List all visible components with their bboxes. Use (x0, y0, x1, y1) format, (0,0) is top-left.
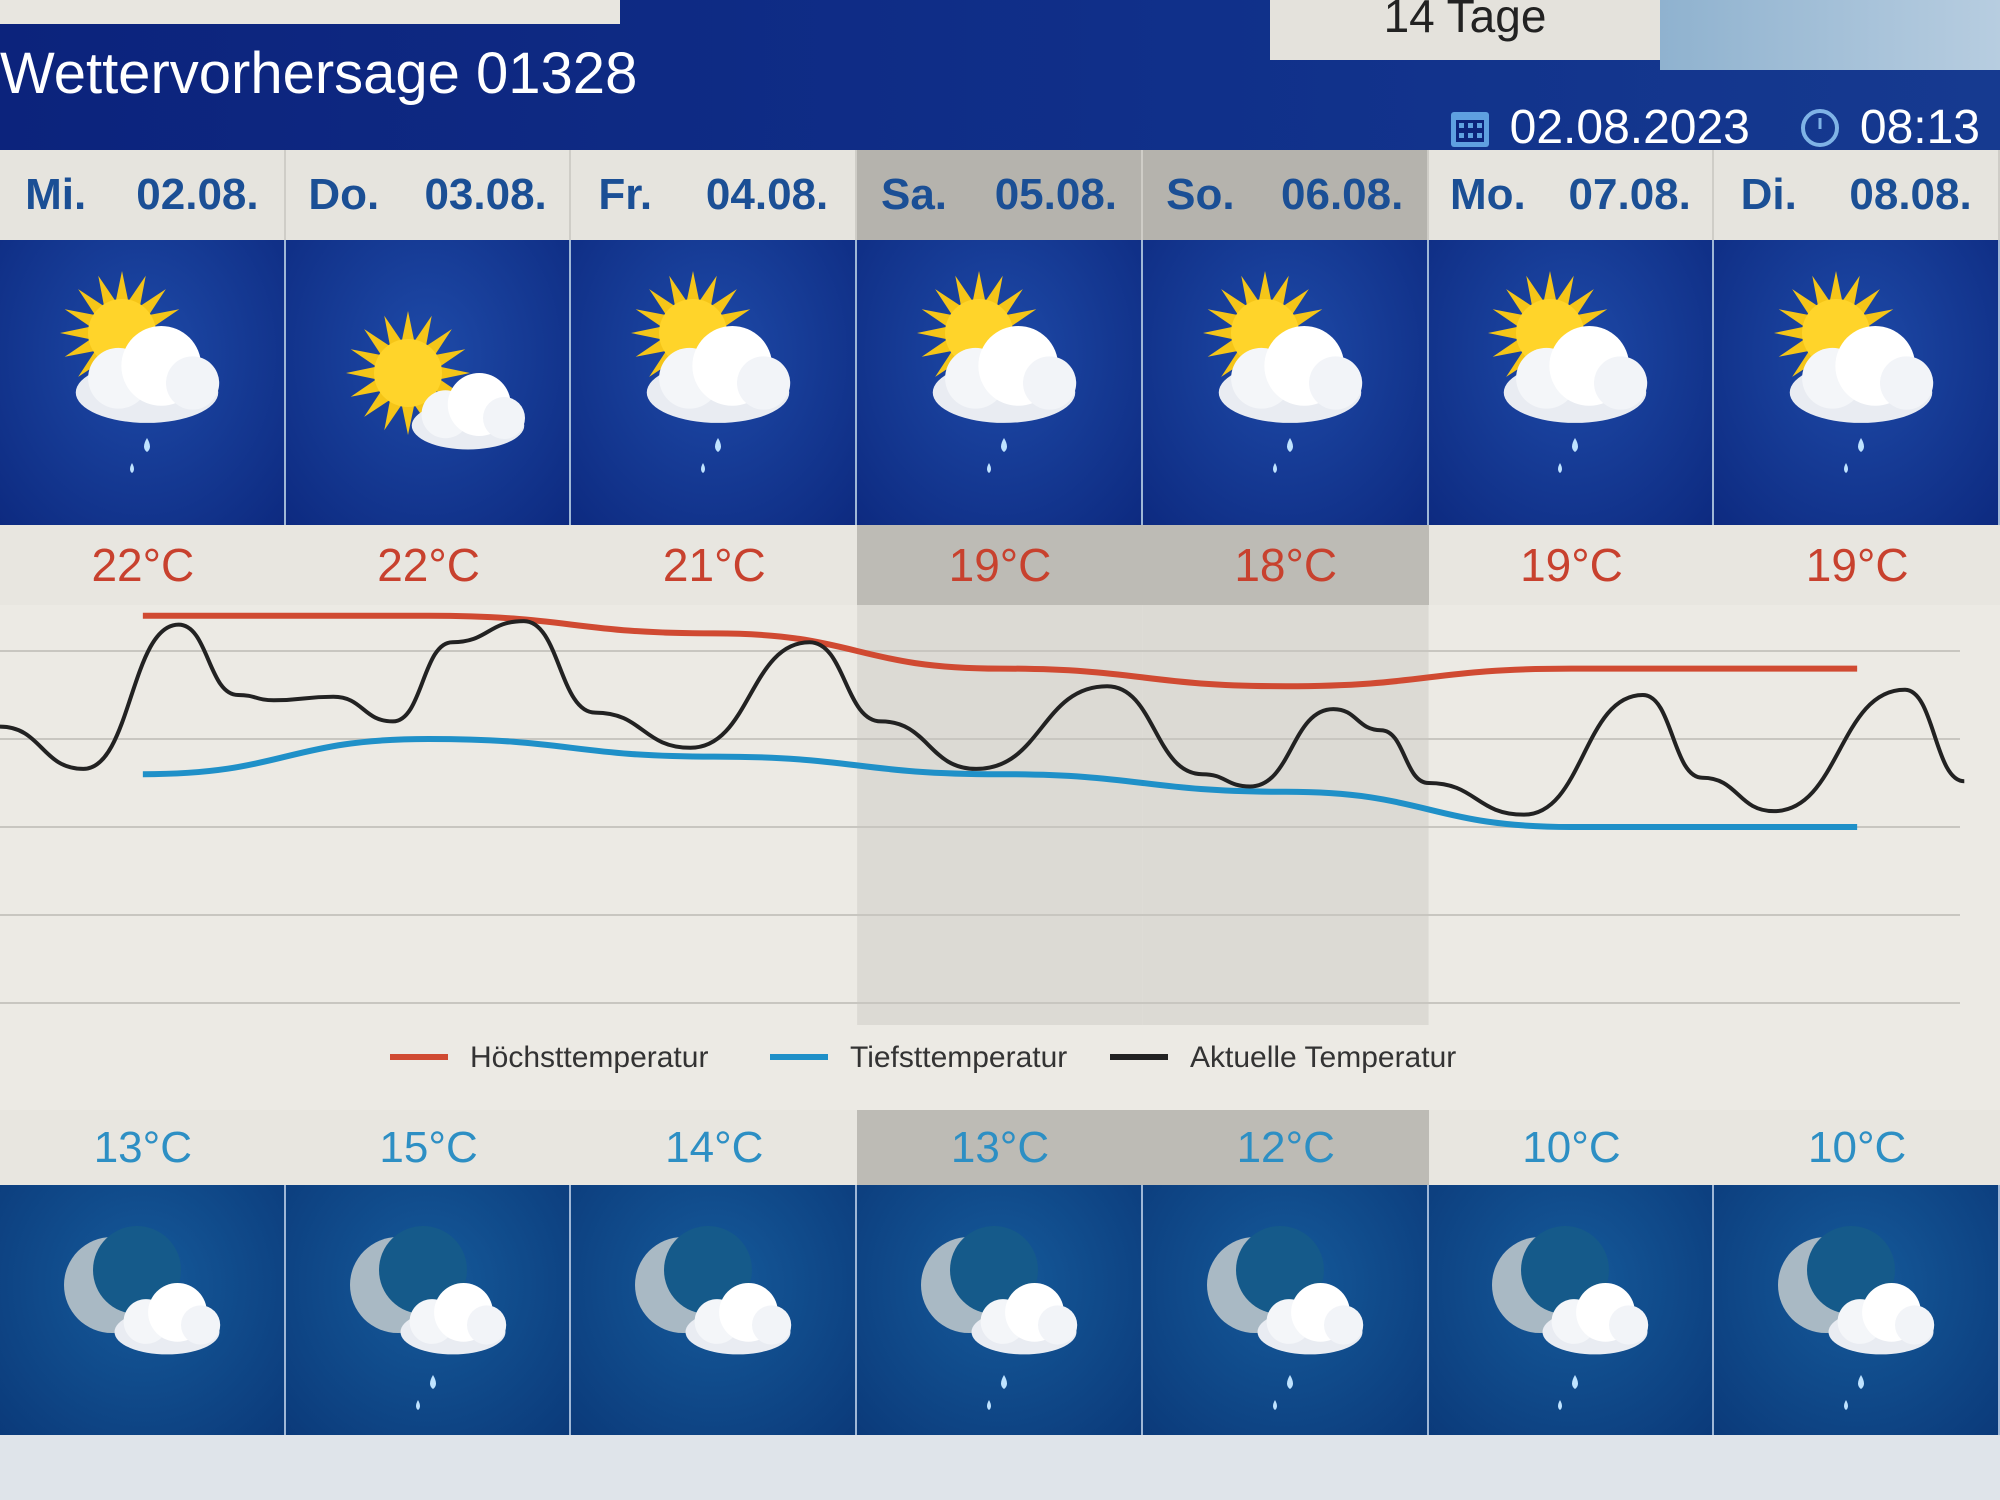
cloud-icon (685, 1283, 792, 1355)
date-time: 02.08.2023 08:13 (1448, 100, 1980, 155)
day-weather-icon-cell (0, 240, 286, 525)
low-temp: 15°C (285, 1110, 572, 1185)
day-tab[interactable]: Fr. 04.08. (571, 150, 858, 240)
date: 02.08. (136, 170, 259, 219)
cloud-icon (1257, 1283, 1363, 1355)
day-tab[interactable]: So. 06.08. (1142, 150, 1429, 240)
high-temps-row: 22°C 22°C 21°C 19°C 18°C 19°C 19°C (0, 525, 2000, 605)
day-weather-icon-cell (571, 240, 858, 525)
drizzle-icon (415, 1375, 436, 1410)
date: 05.08. (994, 170, 1118, 219)
day-weather-icon-cell (1714, 240, 2000, 525)
high-temp: 22°C (0, 525, 286, 605)
night-weather-icon-cell (857, 1185, 1143, 1435)
day-tab[interactable]: Di. 08.08. (1714, 150, 2000, 240)
series-line-2 (0, 619, 1965, 817)
clock-icon (1800, 108, 1839, 147)
weekday: Do. (308, 170, 380, 219)
weekday: Di. (1740, 170, 1797, 219)
cloud-icon (75, 325, 220, 423)
header: 14 Tage Wettervorhersage 01328 02.08.202… (0, 0, 2000, 154)
high-temp: 19°C (857, 525, 1143, 605)
drizzle-icon (1558, 1375, 1579, 1410)
tab-14-tage[interactable]: 14 Tage (1270, 0, 1660, 60)
weekday: Mi. (25, 170, 87, 219)
cloud-icon (411, 372, 525, 449)
cloud-icon (971, 1283, 1078, 1355)
cloud-icon (1828, 1283, 1935, 1355)
cloud-icon (932, 325, 1077, 423)
day-weather-icon-cell (1428, 240, 1715, 525)
high-temp: 22°C (285, 525, 572, 605)
weekday: So. (1166, 170, 1235, 219)
weekday: Fr. (598, 170, 653, 219)
drizzle-icon (129, 437, 150, 473)
high-temp: 19°C (1714, 525, 2000, 605)
day-weather-icon-cell (857, 240, 1143, 525)
day-tab[interactable]: Mo. 07.08. (1428, 150, 1715, 240)
day-tab[interactable]: Sa. 05.08. (857, 150, 1143, 240)
day-tabs: Mi. 02.08. Do. 03.08. Fr. 04.08. Sa. 05.08. So. 0… (0, 150, 2000, 240)
date: 06.08. (1281, 170, 1404, 219)
page-title: Wettervorhersage 01328 (0, 41, 638, 106)
drizzle-icon (701, 437, 722, 473)
weekend-band (1142, 605, 1429, 1025)
cloud-icon (114, 1283, 221, 1355)
footer-bar (0, 1435, 2000, 1500)
date: 08.08. (1849, 170, 1972, 219)
night-weather-icon-cell (1714, 1185, 2000, 1435)
day-tab[interactable]: Do. 03.08. (285, 150, 572, 240)
drizzle-icon (1844, 437, 1865, 473)
cloud-icon (1504, 325, 1648, 423)
day-weather-icon-cell (285, 240, 572, 525)
day-tab[interactable]: Mi. 02.08. (0, 150, 286, 240)
low-temp: 10°C (1714, 1110, 2000, 1185)
drizzle-icon (987, 437, 1008, 473)
drizzle-icon (1272, 437, 1293, 473)
calendar-icon (1450, 111, 1489, 147)
night-weather-icon-cell (1428, 1185, 1715, 1435)
low-temp: 13°C (857, 1110, 1143, 1185)
drizzle-icon (987, 1375, 1008, 1410)
weekday: Sa. (880, 170, 948, 219)
cloud-icon (647, 325, 791, 423)
weekday: Mo. (1449, 170, 1526, 219)
drizzle-icon (1558, 437, 1579, 473)
day-weather-icon-cell (1142, 240, 1429, 525)
date: 03.08. (424, 170, 547, 219)
drizzle-icon (1844, 1375, 1865, 1410)
nav-tab[interactable] (1660, 0, 2000, 70)
current-date: 02.08.2023 (1509, 101, 1750, 154)
low-temp: 10°C (1428, 1110, 1715, 1185)
low-temps-row: 13°C 15°C 14°C 13°C 12°C 10°C 10°C (0, 1110, 2000, 1185)
date: 04.08. (705, 170, 829, 219)
night-weather-icon-cell (285, 1185, 572, 1435)
current-time: 08:13 (1859, 101, 1980, 154)
high-temp: 21°C (571, 525, 858, 605)
night-weather-icon-cell (571, 1185, 858, 1435)
night-icons-row (0, 1185, 2000, 1435)
cloud-icon (1789, 325, 1934, 423)
low-temp: 14°C (571, 1110, 858, 1185)
nav-tab[interactable] (0, 0, 620, 24)
legend-label: Höchsttemperatur (470, 1041, 708, 1074)
high-temp: 18°C (1142, 525, 1429, 605)
high-temp: 19°C (1428, 525, 1715, 605)
low-temp: 13°C (0, 1110, 286, 1185)
cloud-icon (1542, 1283, 1649, 1355)
temperature-chart: Höchsttemperatur Tiefsttemperatur Aktuelle… (0, 605, 2000, 1110)
cloud-icon (400, 1283, 506, 1355)
drizzle-icon (1272, 1375, 1293, 1410)
low-temp: 12°C (1142, 1110, 1429, 1185)
day-icons-row (0, 240, 2000, 525)
legend-label: Tiefsttemperatur (850, 1041, 1067, 1074)
night-weather-icon-cell (0, 1185, 286, 1435)
date: 07.08. (1568, 170, 1691, 219)
cloud-icon (1218, 325, 1362, 423)
night-weather-icon-cell (1142, 1185, 1429, 1435)
legend-label: Aktuelle Temperatur (1190, 1041, 1456, 1074)
